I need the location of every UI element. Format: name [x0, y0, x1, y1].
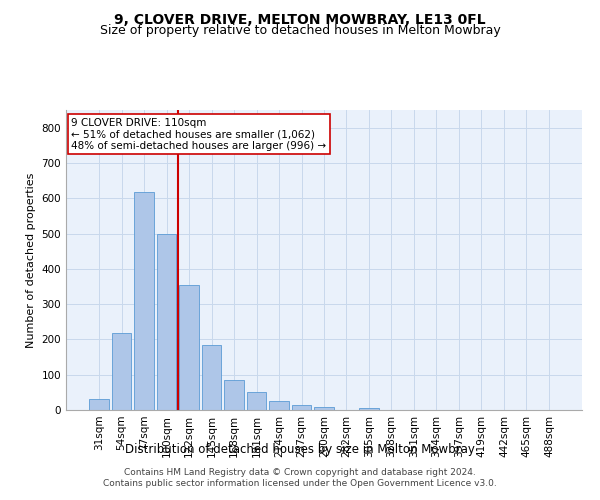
- Bar: [314, 407, 334, 410]
- Text: Distribution of detached houses by size in Melton Mowbray: Distribution of detached houses by size …: [125, 442, 475, 456]
- Bar: [269, 401, 289, 410]
- Bar: [112, 333, 131, 410]
- Bar: [134, 192, 154, 410]
- Text: Contains HM Land Registry data © Crown copyright and database right 2024.
Contai: Contains HM Land Registry data © Crown c…: [103, 468, 497, 487]
- Y-axis label: Number of detached properties: Number of detached properties: [26, 172, 36, 348]
- Bar: [224, 380, 244, 410]
- Bar: [359, 408, 379, 410]
- Bar: [292, 404, 311, 410]
- Bar: [202, 344, 221, 410]
- Bar: [247, 392, 266, 410]
- Text: Size of property relative to detached houses in Melton Mowbray: Size of property relative to detached ho…: [100, 24, 500, 37]
- Text: 9 CLOVER DRIVE: 110sqm
← 51% of detached houses are smaller (1,062)
48% of semi-: 9 CLOVER DRIVE: 110sqm ← 51% of detached…: [71, 118, 326, 150]
- Bar: [179, 284, 199, 410]
- Bar: [89, 398, 109, 410]
- Text: 9, CLOVER DRIVE, MELTON MOWBRAY, LE13 0FL: 9, CLOVER DRIVE, MELTON MOWBRAY, LE13 0F…: [114, 12, 486, 26]
- Bar: [157, 234, 176, 410]
